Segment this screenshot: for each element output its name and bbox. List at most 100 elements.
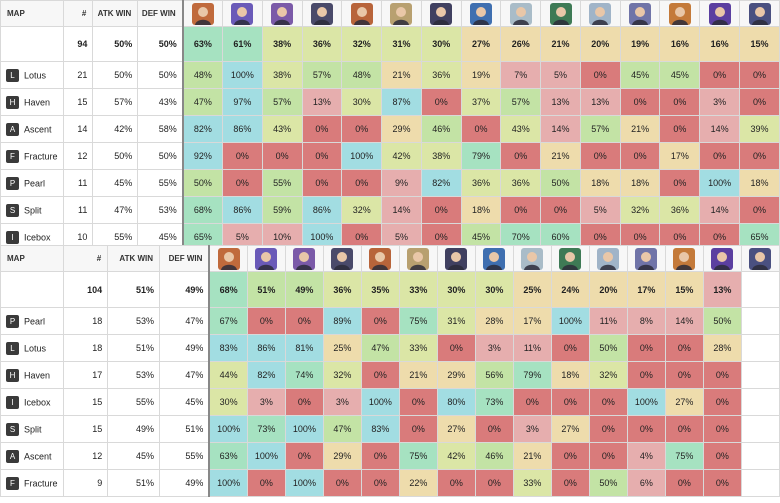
atk-win-rate: 51% (107, 334, 161, 362)
agent-portrait-header[interactable] (208, 245, 248, 272)
agent-portrait-header[interactable] (420, 0, 462, 27)
agent-portrait-header[interactable] (221, 0, 263, 27)
raze-icon (350, 2, 373, 25)
agent-pick-rate: 0% (664, 334, 704, 362)
agent-pick-rate: 0% (664, 361, 704, 389)
agent-portrait-header[interactable] (579, 0, 621, 27)
table-row[interactable]: H Haven 15 57% 43% 47% 97% 57% 13% 30% 87% 0% 37% 57%… (0, 88, 780, 116)
table-row[interactable]: A Ascent 14 42% 58% 82% 86% 43% 0% 0% 29% 46% 0% 43% 1… (0, 115, 780, 143)
table-row[interactable]: P Pearl 18 53% 47% 67% 0% 0% 89% 0% 75% 31% 28% 17% 10… (0, 307, 780, 335)
agent-portrait-header[interactable] (341, 0, 383, 27)
agent-portrait-header[interactable] (740, 245, 780, 272)
agent-pick-rate: 100% (246, 442, 286, 470)
games-count: 14 (62, 115, 94, 143)
agent-pick-rate: 48% (341, 61, 383, 89)
agent-pick-rate: 3% (246, 388, 286, 416)
agent-portrait-header[interactable] (619, 0, 661, 27)
map-name: Split (24, 205, 42, 215)
map-letter-icon: P (6, 176, 19, 190)
agent-portrait-header[interactable] (301, 0, 343, 27)
table-row[interactable]: L Lotus 21 50% 50% 48% 100% 38% 57% 48% 21% 36% 19% 7… (0, 61, 780, 89)
agent-pick-rate: 36% (659, 196, 701, 224)
table-row[interactable]: F Fracture 12 50% 50% 92% 0% 0% 0% 100% 42% 38% 79% 0… (0, 142, 780, 170)
agent-portrait-header[interactable] (702, 245, 742, 272)
agent-pick-rate: 43% (500, 115, 542, 143)
agent-portrait-header[interactable] (664, 245, 704, 272)
map-letter-icon: A (6, 449, 19, 463)
agent-pick-rate: 3% (699, 88, 740, 116)
summary-pick-rate: 33% (398, 271, 438, 308)
agent-pick-rate: 13% (301, 88, 343, 116)
table-row[interactable]: H Haven 17 53% 47% 44% 82% 74% 32% 0% 21% 29% 56% 79%… (0, 361, 780, 389)
summary-pick-rate: 17% (626, 271, 666, 308)
games-count: 12 (62, 442, 109, 470)
table-row[interactable]: L Lotus 18 51% 49% 83% 86% 81% 25% 47% 33% 0% 3% 11% 0… (0, 334, 780, 362)
summary-pick-rate: 19% (619, 26, 661, 62)
agent-portrait-header[interactable] (512, 245, 552, 272)
table-row[interactable]: I Icebox 15 55% 45% 30% 3% 0% 3% 100% 0% 80% 73% 0% 0%… (0, 388, 780, 416)
agent-pick-rate: 0% (550, 442, 590, 470)
agent-pick-rate: 83% (208, 334, 248, 362)
agent-portrait-header[interactable] (398, 245, 438, 272)
table-row[interactable]: P Pearl 11 45% 55% 50% 0% 55% 0% 0% 9% 82% 36% 36% 50%… (0, 169, 780, 197)
agent-pick-rate: 67% (208, 307, 248, 335)
agent-pick-rate: 29% (381, 115, 422, 143)
def-win-column-header[interactable]: DEF WIN (159, 245, 211, 272)
yoru-icon (748, 2, 771, 25)
summary-pick-rate: 30% (474, 271, 514, 308)
agent-pick-rate: 97% (221, 88, 263, 116)
agent-portrait-header[interactable] (659, 0, 701, 27)
games-count: 9 (62, 469, 109, 497)
table-row[interactable]: F Fracture 9 51% 49% 100% 0% 100% 0% 0% 22% 0% 0% 33%… (0, 469, 780, 497)
agent-pick-rate: 14% (699, 196, 740, 224)
map-column-header[interactable]: MAP (0, 245, 64, 272)
agent-pick-rate: 18% (739, 169, 780, 197)
agent-portrait-header[interactable] (284, 245, 324, 272)
agent-pick-rate: 0% (659, 88, 701, 116)
agent-pick-rate: 100% (341, 142, 383, 170)
agent-portrait-header[interactable] (261, 0, 303, 27)
agent-pick-rate: 21% (381, 61, 422, 89)
agent-pick-rate: 0% (664, 415, 704, 443)
table-row[interactable]: S Split 11 47% 53% 68% 86% 59% 86% 32% 14% 0% 18% 0% 0… (0, 196, 780, 224)
agent-portrait-header[interactable] (626, 245, 666, 272)
agent-pick-rate: 29% (436, 361, 476, 389)
total-games: 94 (62, 26, 94, 62)
agent-pick-rate: 50% (588, 469, 628, 497)
agent-pick-rate: 4% (626, 442, 666, 470)
sage-icon (445, 247, 468, 270)
def-win-column-header[interactable]: DEF WIN (137, 0, 184, 27)
agent-pick-rate: 13% (579, 88, 621, 116)
agent-pick-rate: 0% (739, 196, 780, 224)
atk-win-column-header[interactable]: ATK WIN (92, 0, 139, 27)
agent-portrait-header[interactable] (182, 0, 223, 27)
agent-pick-rate: 50% (588, 334, 628, 362)
agent-portrait-header[interactable] (500, 0, 542, 27)
astra-icon (708, 2, 731, 25)
agent-pick-rate: 14% (540, 115, 581, 143)
agent-portrait-header[interactable] (739, 0, 780, 27)
agent-pick-rate: 44% (208, 361, 248, 389)
map-name: Lotus (24, 343, 47, 353)
table-row[interactable]: A Ascent 12 45% 55% 63% 100% 0% 29% 0% 75% 42% 46% 21… (0, 442, 780, 470)
agent-portrait-header[interactable] (540, 0, 581, 27)
agent-pick-rate: 0% (284, 442, 324, 470)
agent-portrait-header[interactable] (322, 245, 362, 272)
agent-portrait-header[interactable] (246, 245, 286, 272)
agent-portrait-header[interactable] (360, 245, 400, 272)
agent-portrait-header[interactable] (550, 245, 590, 272)
map-column-header[interactable]: MAP (0, 0, 64, 27)
agent-portrait-header[interactable] (460, 0, 502, 27)
table-row[interactable]: S Split 15 49% 51% 100% 73% 100% 47% 83% 0% 27% 0% 3%… (0, 415, 780, 443)
games-column-header[interactable]: # (62, 245, 109, 272)
agent-portrait-header[interactable] (436, 245, 476, 272)
games-column-header[interactable]: # (62, 0, 94, 27)
atk-win-column-header[interactable]: ATK WIN (107, 245, 161, 272)
summary-pick-rate: 35% (360, 271, 400, 308)
agent-portrait-header[interactable] (588, 245, 628, 272)
agent-pick-rate: 92% (182, 142, 223, 170)
summary-pick-rate: 13% (702, 271, 742, 308)
agent-portrait-header[interactable] (381, 0, 422, 27)
agent-portrait-header[interactable] (699, 0, 740, 27)
agent-portrait-header[interactable] (474, 245, 514, 272)
